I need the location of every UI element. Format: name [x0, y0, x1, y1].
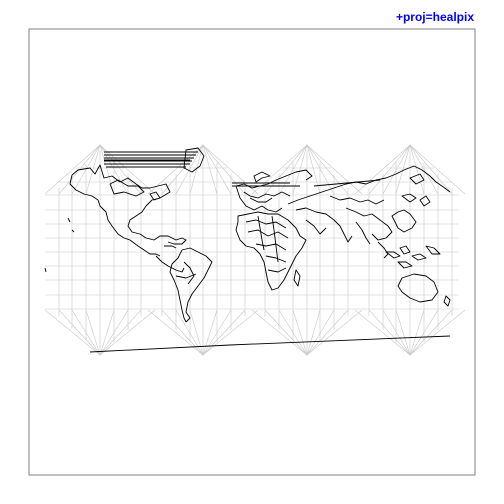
graticule — [44, 143, 466, 357]
coastlines — [44, 147, 451, 353]
map-frame — [28, 28, 476, 476]
projection-label: +proj=healpix — [395, 10, 474, 24]
